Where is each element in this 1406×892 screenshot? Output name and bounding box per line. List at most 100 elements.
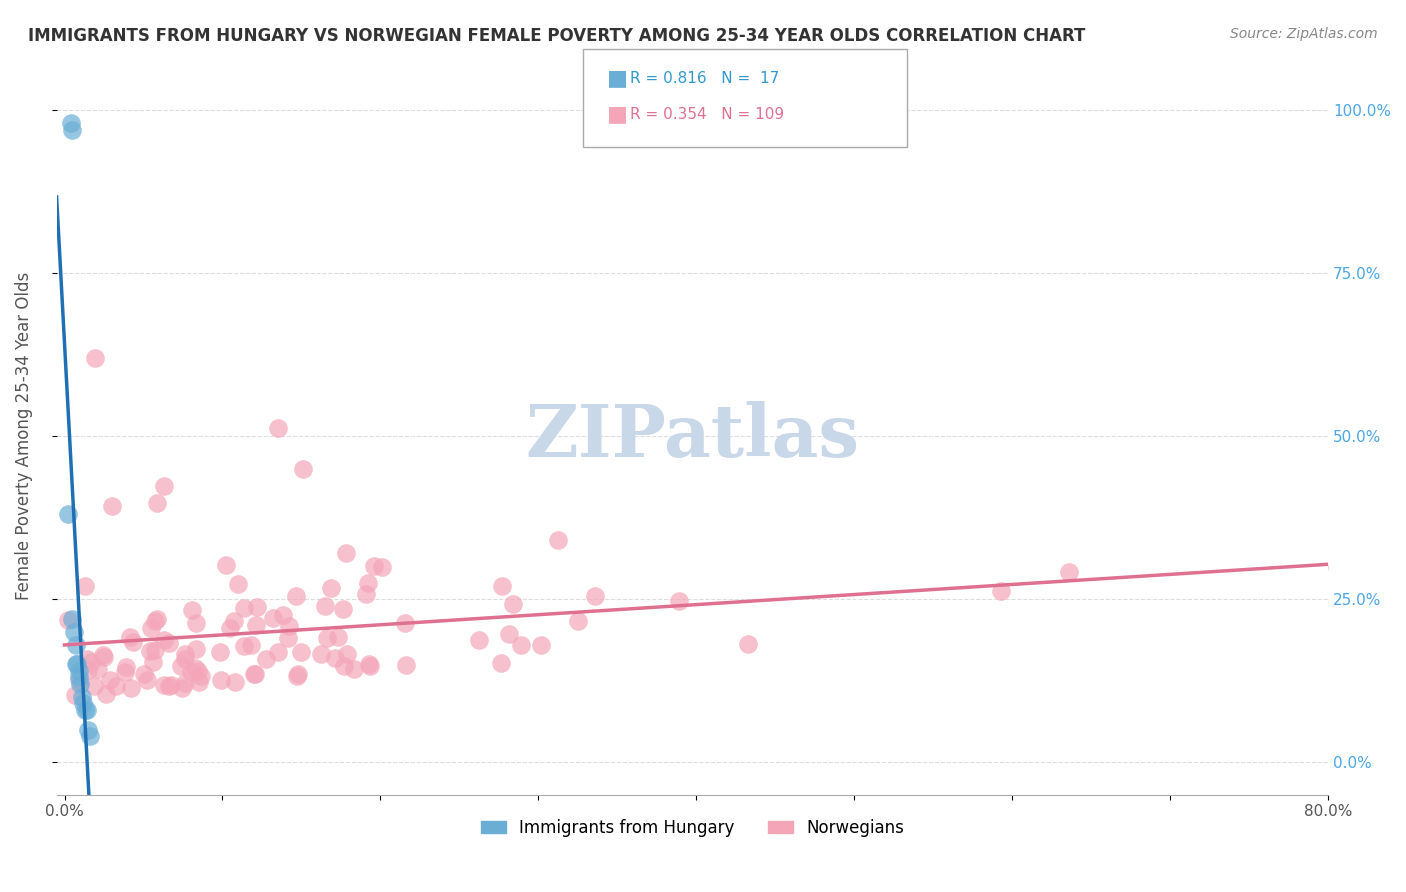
Point <box>491 579 513 593</box>
Text: R = 0.354   N = 109: R = 0.354 N = 109 <box>630 107 785 121</box>
Point <box>291 461 314 475</box>
Text: IMMIGRANTS FROM HUNGARY VS NORWEGIAN FEMALE POVERTY AMONG 25-34 YEAR OLDS CORREL: IMMIGRANTS FROM HUNGARY VS NORWEGIAN FEM… <box>28 27 1085 45</box>
Point <box>115 660 138 674</box>
Point <box>69 677 91 691</box>
Point <box>94 686 117 700</box>
Point <box>135 673 157 688</box>
Point <box>63 624 86 639</box>
Point <box>222 614 245 628</box>
Point <box>489 656 512 670</box>
Point <box>77 663 100 677</box>
Point <box>174 676 197 690</box>
Text: R = 0.816   N =  17: R = 0.816 N = 17 <box>630 71 779 86</box>
Point <box>83 680 105 694</box>
Point <box>139 643 162 657</box>
Point <box>285 589 308 603</box>
Point <box>87 662 110 676</box>
Text: Source: ZipAtlas.com: Source: ZipAtlas.com <box>1230 27 1378 41</box>
Point <box>245 666 267 681</box>
Point <box>121 635 143 649</box>
Point <box>336 647 359 661</box>
Point <box>343 663 366 677</box>
Point <box>101 499 124 513</box>
Point <box>173 648 195 662</box>
Point <box>363 559 385 574</box>
Point <box>146 495 169 509</box>
Point <box>142 656 165 670</box>
Point <box>354 587 377 601</box>
Point <box>59 116 82 130</box>
Point <box>668 594 690 608</box>
Point <box>357 575 380 590</box>
Point <box>65 657 87 672</box>
Point <box>58 614 80 628</box>
Point <box>359 659 381 673</box>
Point <box>498 627 520 641</box>
Point <box>60 122 83 136</box>
Point <box>325 651 347 665</box>
Point <box>72 697 94 711</box>
Point <box>75 578 97 592</box>
Point <box>1326 559 1348 574</box>
Point <box>278 619 301 633</box>
Point <box>309 647 332 661</box>
Point <box>547 533 569 548</box>
Point <box>583 589 606 603</box>
Point <box>93 650 115 665</box>
Point <box>173 651 195 665</box>
Point <box>285 669 308 683</box>
Point <box>184 641 207 656</box>
Text: ■: ■ <box>607 104 628 124</box>
Point <box>145 643 167 657</box>
Point <box>67 670 90 684</box>
Point <box>245 618 267 632</box>
Point <box>332 602 354 616</box>
Point <box>246 600 269 615</box>
Point <box>357 657 380 671</box>
Point <box>157 679 180 693</box>
Point <box>145 612 167 626</box>
Point <box>243 667 266 681</box>
Legend: Immigrants from Hungary, Norwegians: Immigrants from Hungary, Norwegians <box>474 813 911 844</box>
Point <box>153 678 176 692</box>
Point <box>184 661 207 675</box>
Point <box>287 666 309 681</box>
Point <box>172 681 194 695</box>
Point <box>468 632 491 647</box>
Point <box>84 351 107 365</box>
Point <box>70 690 93 704</box>
Point <box>394 616 416 631</box>
Text: ■: ■ <box>607 69 628 88</box>
Point <box>502 597 524 611</box>
Point <box>332 658 354 673</box>
Point <box>273 607 295 622</box>
Point <box>181 603 204 617</box>
Point <box>510 638 533 652</box>
Point <box>56 508 79 522</box>
Point <box>209 673 232 687</box>
Point <box>65 638 87 652</box>
Point <box>224 674 246 689</box>
Point <box>240 638 263 652</box>
Point <box>77 723 100 737</box>
Point <box>315 632 337 646</box>
Point <box>118 630 141 644</box>
Point <box>266 421 288 435</box>
Point <box>186 616 208 631</box>
Point <box>233 601 256 615</box>
Point <box>254 651 277 665</box>
Point <box>157 636 180 650</box>
Point <box>233 639 256 653</box>
Point <box>737 637 759 651</box>
Point <box>80 655 103 669</box>
Point <box>104 679 127 693</box>
Point <box>160 678 183 692</box>
Point <box>371 560 394 574</box>
Point <box>567 614 589 628</box>
Point <box>314 599 336 613</box>
Point <box>530 638 553 652</box>
Point <box>187 664 209 678</box>
Point <box>67 664 90 678</box>
Point <box>153 633 176 648</box>
Point <box>73 703 96 717</box>
